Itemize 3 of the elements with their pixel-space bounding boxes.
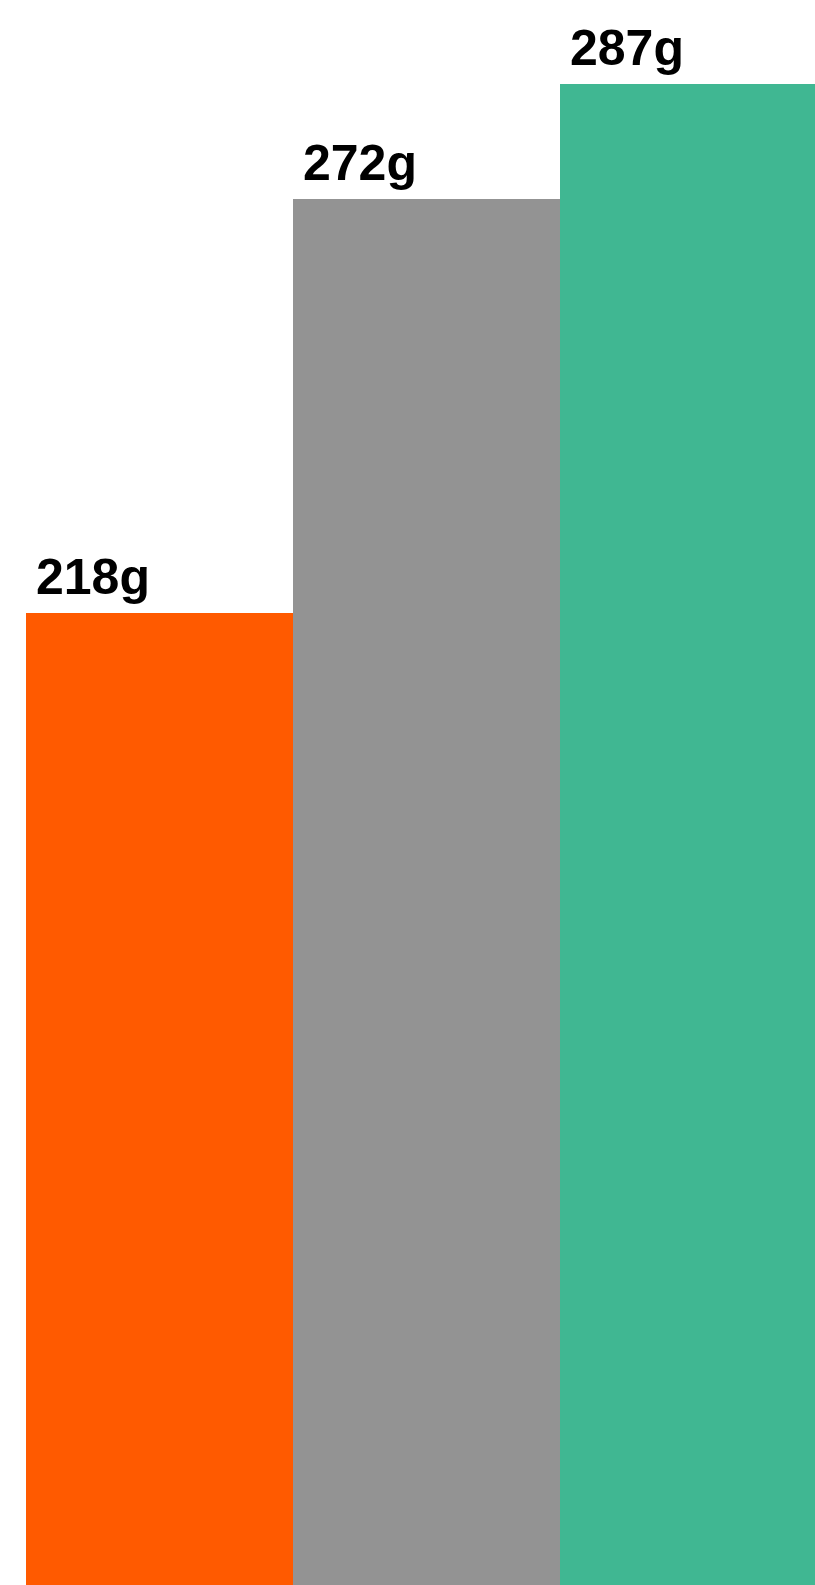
data-label: 218g (36, 549, 150, 605)
data-label: 287g (570, 20, 684, 76)
data-label: 272g (303, 135, 417, 191)
